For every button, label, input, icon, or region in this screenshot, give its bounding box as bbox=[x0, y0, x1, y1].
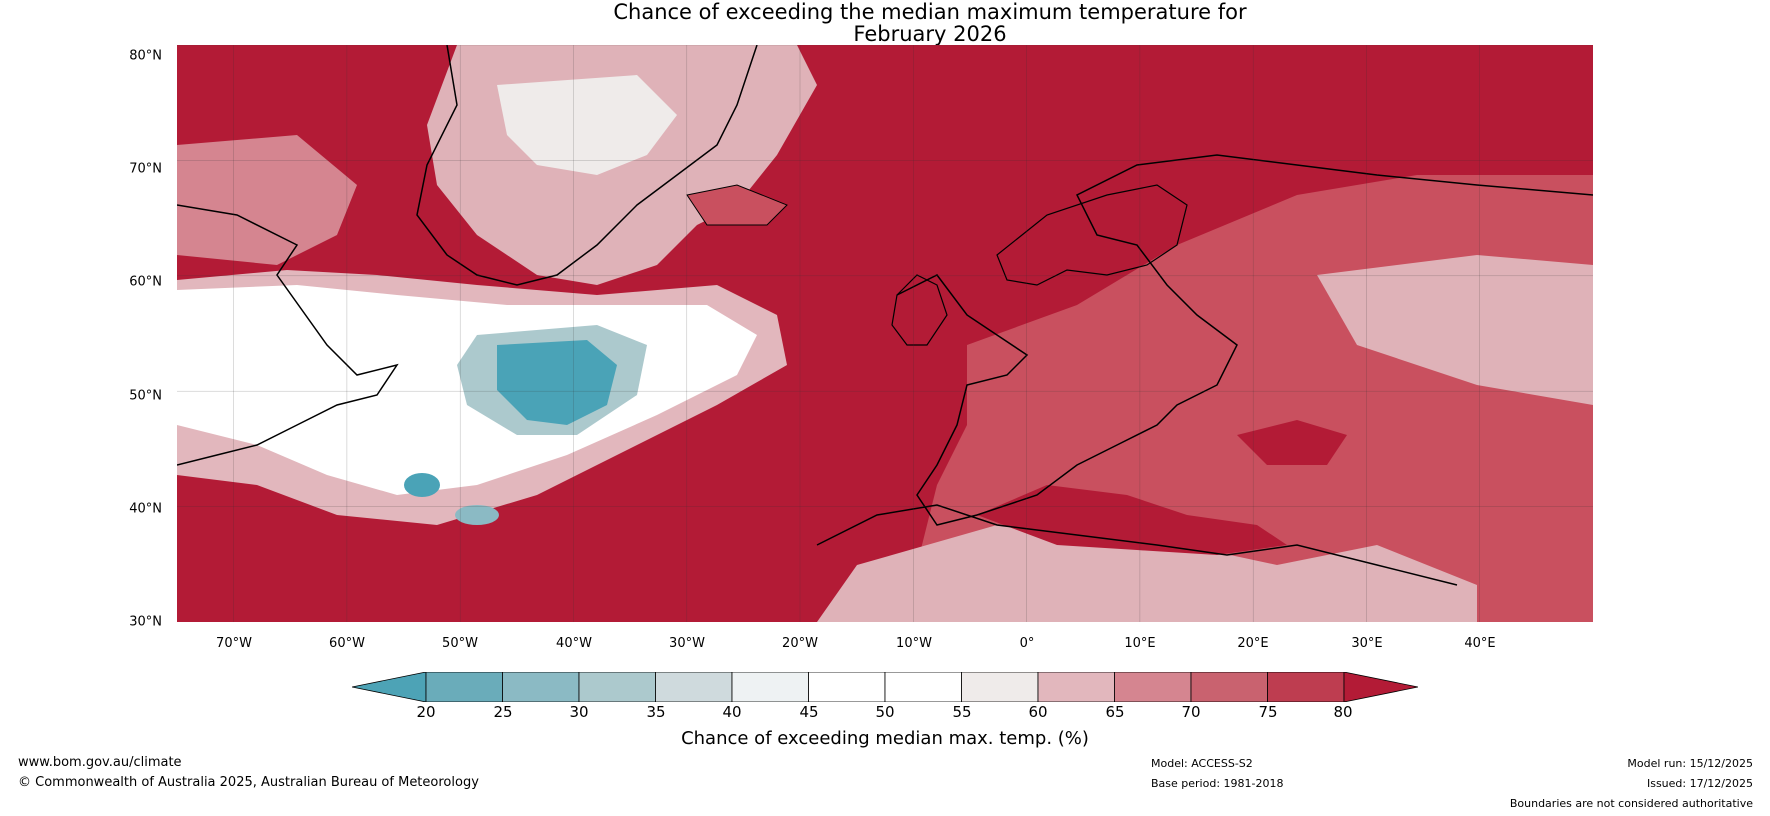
latitude-label: 50°N bbox=[129, 388, 162, 404]
canada-pale-region bbox=[177, 135, 357, 265]
iceland bbox=[686, 184, 788, 226]
disclaimer-text: Boundaries are not considered authoritat… bbox=[1509, 797, 1753, 810]
longitude-label: 40°W bbox=[556, 636, 592, 651]
greenland-coastline bbox=[416, 45, 758, 286]
colorbar-label: Chance of exceeding median max. temp. (%… bbox=[681, 728, 1089, 749]
colorbar-segment bbox=[1267, 672, 1345, 702]
colorbar-tick: 50 bbox=[875, 703, 895, 721]
colorbar-tick: 30 bbox=[569, 703, 589, 721]
colorbar-tick: 20 bbox=[416, 703, 436, 721]
colorbar-segment bbox=[1190, 672, 1268, 702]
colorbar-segment bbox=[1114, 672, 1192, 702]
longitude-label: 50°W bbox=[442, 636, 478, 651]
colorbar-tick: 80 bbox=[1333, 703, 1353, 721]
colorbar-segment bbox=[502, 672, 580, 702]
colorbar-segment bbox=[425, 672, 503, 702]
colorbar-segment bbox=[655, 672, 733, 702]
north-africa-pale-region bbox=[817, 525, 1477, 622]
longitude-label: 30°E bbox=[1351, 636, 1383, 651]
latitude-label: 80°N bbox=[129, 48, 162, 64]
map-title-line2: February 2026 bbox=[853, 22, 1007, 46]
north-america-coastline bbox=[177, 204, 399, 466]
website-text: www.bom.gov.au/climate bbox=[18, 755, 182, 770]
longitude-label: 20°E bbox=[1237, 636, 1269, 651]
colorbar-extend-low bbox=[352, 672, 427, 702]
mediterranean-sea bbox=[977, 485, 1287, 555]
atlantic-blue-spot bbox=[404, 473, 440, 497]
longitude-label: 10°W bbox=[896, 636, 932, 651]
atlantic-blue-spot-2 bbox=[455, 505, 499, 525]
model-run-text: Model run: 15/12/2025 bbox=[1627, 757, 1753, 770]
atlantic-blue-low bbox=[497, 340, 617, 425]
model-text: Model: ACCESS-S2 bbox=[1151, 757, 1253, 770]
colorbar-tick: 65 bbox=[1105, 703, 1125, 721]
colorbar-segment bbox=[578, 672, 656, 702]
base-period-text: Base period: 1981-2018 bbox=[1151, 777, 1284, 790]
colorbar-segment bbox=[1037, 672, 1115, 702]
colorbar-tick: 60 bbox=[1028, 703, 1048, 721]
uk-coastline bbox=[891, 274, 948, 346]
latitude-label: 70°N bbox=[129, 161, 162, 177]
longitude-label: 0° bbox=[1019, 636, 1035, 651]
longitude-label: 60°W bbox=[329, 636, 365, 651]
longitude-label: 40°E bbox=[1464, 636, 1496, 651]
greenland-white-region bbox=[497, 75, 677, 175]
map-title-line1: Chance of exceeding the median maximum t… bbox=[613, 0, 1247, 24]
latitude-label: 60°N bbox=[129, 274, 162, 290]
colorbar-tick: 45 bbox=[799, 703, 819, 721]
scandinavia-coastline bbox=[996, 184, 1188, 286]
longitude-label: 70°W bbox=[216, 636, 252, 651]
black-sea bbox=[1237, 420, 1347, 465]
forecast-map bbox=[177, 45, 1593, 622]
colorbar-segment bbox=[961, 672, 1039, 702]
europe-coastline bbox=[896, 154, 1593, 526]
longitude-label: 30°W bbox=[669, 636, 705, 651]
colorbar-tick: 35 bbox=[646, 703, 666, 721]
africa-coastline bbox=[816, 504, 1458, 586]
colorbar-extend-high bbox=[1343, 672, 1418, 702]
copyright-text: © Commonwealth of Australia 2025, Austra… bbox=[18, 775, 479, 790]
colorbar-tick: 70 bbox=[1181, 703, 1201, 721]
colorbar-tick: 55 bbox=[952, 703, 972, 721]
colorbar-tick: 75 bbox=[1258, 703, 1278, 721]
colorbar-tick: 25 bbox=[493, 703, 513, 721]
graticule bbox=[177, 45, 1593, 622]
colorbar-tick: 40 bbox=[722, 703, 742, 721]
latitude-label: 40°N bbox=[129, 501, 162, 517]
europe-pale-region bbox=[1317, 255, 1593, 405]
colorbar-segment bbox=[884, 672, 962, 702]
issued-text: Issued: 17/12/2025 bbox=[1646, 777, 1753, 790]
longitude-label: 10°E bbox=[1124, 636, 1156, 651]
colorbar bbox=[352, 672, 1418, 702]
colorbar-segment bbox=[731, 672, 809, 702]
longitude-label: 20°W bbox=[782, 636, 818, 651]
latitude-label: 30°N bbox=[129, 614, 162, 630]
colorbar-segment bbox=[808, 672, 886, 702]
